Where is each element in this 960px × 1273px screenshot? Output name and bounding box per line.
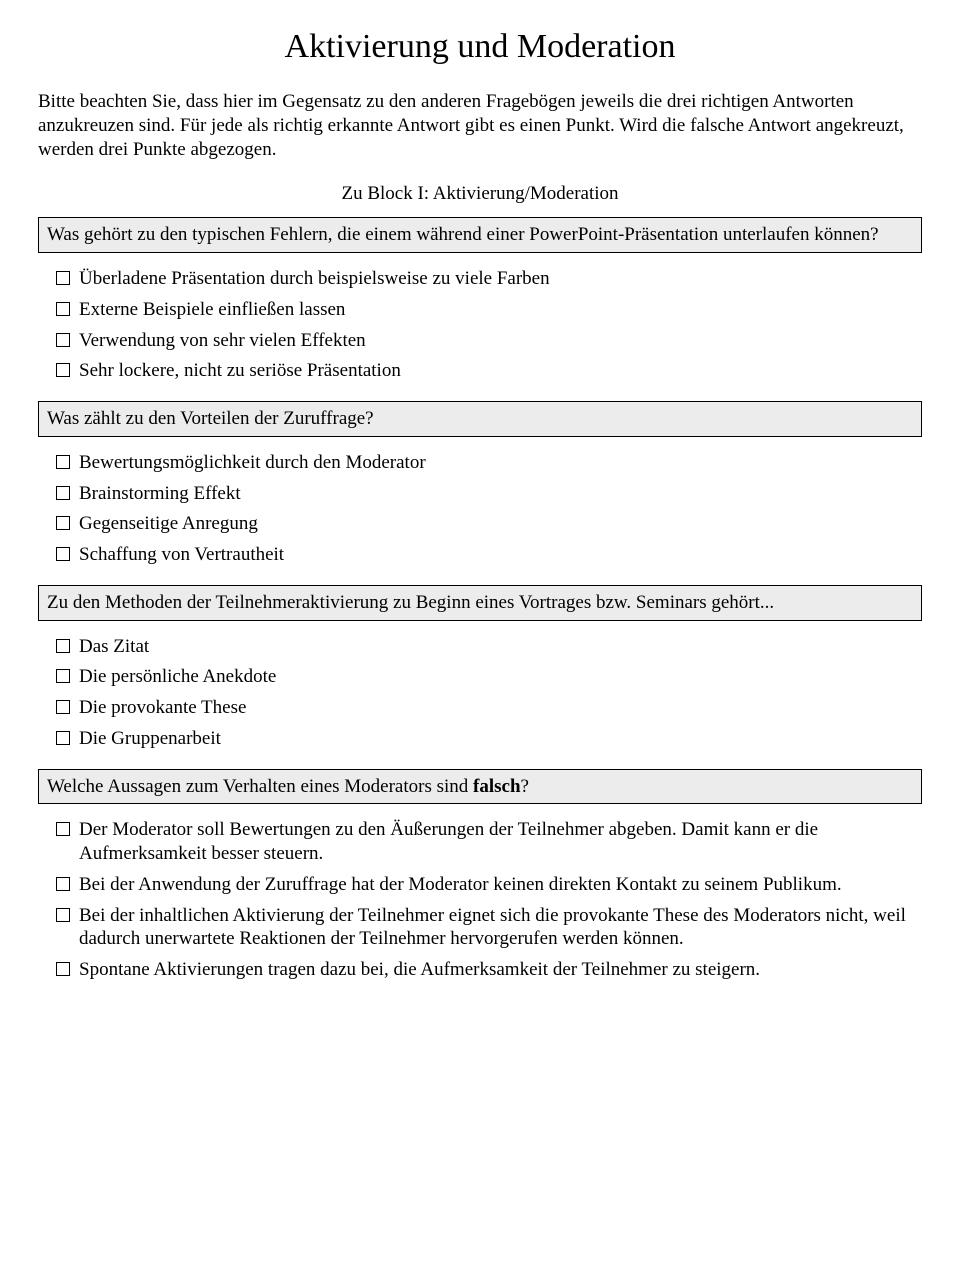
intro-paragraph: Bitte beachten Sie, dass hier im Gegensa… bbox=[38, 90, 922, 161]
checkbox-icon[interactable] bbox=[56, 547, 70, 561]
option-label: Der Moderator soll Bewertungen zu den Äu… bbox=[79, 818, 922, 866]
checkbox-icon[interactable] bbox=[56, 486, 70, 500]
option-label: Bei der Anwendung der Zuruffrage hat der… bbox=[79, 873, 922, 897]
option-label: Spontane Aktivierungen tragen dazu bei, … bbox=[79, 958, 922, 982]
question-box: Was gehört zu den typischen Fehlern, die… bbox=[38, 217, 922, 253]
checkbox-icon[interactable] bbox=[56, 908, 70, 922]
option-item: Spontane Aktivierungen tragen dazu bei, … bbox=[56, 958, 922, 982]
option-item: Das Zitat bbox=[56, 635, 922, 659]
option-label: Bewertungsmöglichkeit durch den Moderato… bbox=[79, 451, 922, 475]
option-item: Sehr lockere, nicht zu seriöse Präsentat… bbox=[56, 359, 922, 383]
checkbox-icon[interactable] bbox=[56, 669, 70, 683]
option-label: Die Gruppenarbeit bbox=[79, 727, 922, 751]
option-item: Die Gruppenarbeit bbox=[56, 727, 922, 751]
options-list: Das Zitat Die persönliche Anekdote Die p… bbox=[38, 635, 922, 751]
prompt-post: ? bbox=[521, 776, 529, 797]
option-label: Die persönliche Anekdote bbox=[79, 665, 922, 689]
option-label: Die provokante These bbox=[79, 696, 922, 720]
option-item: Bei der Anwendung der Zuruffrage hat der… bbox=[56, 873, 922, 897]
checkbox-icon[interactable] bbox=[56, 516, 70, 530]
block-heading: Zu Block I: Aktivierung/Moderation bbox=[38, 183, 922, 205]
checkbox-icon[interactable] bbox=[56, 877, 70, 891]
option-item: Brainstorming Effekt bbox=[56, 482, 922, 506]
options-list: Der Moderator soll Bewertungen zu den Äu… bbox=[38, 818, 922, 982]
options-list: Bewertungsmöglichkeit durch den Moderato… bbox=[38, 451, 922, 567]
option-item: Externe Beispiele einfließen lassen bbox=[56, 298, 922, 322]
option-item: Gegenseitige Anregung bbox=[56, 512, 922, 536]
prompt-pre: Welche Aussagen zum Verhalten eines Mode… bbox=[47, 776, 473, 797]
checkbox-icon[interactable] bbox=[56, 455, 70, 469]
option-label: Bei der inhaltlichen Aktivierung der Tei… bbox=[79, 904, 922, 952]
option-item: Die persönliche Anekdote bbox=[56, 665, 922, 689]
checkbox-icon[interactable] bbox=[56, 302, 70, 316]
options-list: Überladene Präsentation durch beispielsw… bbox=[38, 267, 922, 383]
option-item: Verwendung von sehr vielen Effekten bbox=[56, 329, 922, 353]
option-item: Der Moderator soll Bewertungen zu den Äu… bbox=[56, 818, 922, 866]
option-item: Die provokante These bbox=[56, 696, 922, 720]
option-item: Überladene Präsentation durch beispielsw… bbox=[56, 267, 922, 291]
checkbox-icon[interactable] bbox=[56, 333, 70, 347]
question-box: Welche Aussagen zum Verhalten eines Mode… bbox=[38, 769, 922, 805]
option-label: Das Zitat bbox=[79, 635, 922, 659]
checkbox-icon[interactable] bbox=[56, 700, 70, 714]
question-box: Was zählt zu den Vorteilen der Zuruffrag… bbox=[38, 401, 922, 437]
prompt-bold: falsch bbox=[473, 776, 521, 797]
checkbox-icon[interactable] bbox=[56, 363, 70, 377]
checkbox-icon[interactable] bbox=[56, 731, 70, 745]
checkbox-icon[interactable] bbox=[56, 822, 70, 836]
option-label: Externe Beispiele einfließen lassen bbox=[79, 298, 922, 322]
option-label: Sehr lockere, nicht zu seriöse Präsentat… bbox=[79, 359, 922, 383]
checkbox-icon[interactable] bbox=[56, 962, 70, 976]
option-label: Verwendung von sehr vielen Effekten bbox=[79, 329, 922, 353]
checkbox-icon[interactable] bbox=[56, 639, 70, 653]
option-label: Gegenseitige Anregung bbox=[79, 512, 922, 536]
option-label: Brainstorming Effekt bbox=[79, 482, 922, 506]
question-box: Zu den Methoden der Teilnehmeraktivierun… bbox=[38, 585, 922, 621]
page-title: Aktivierung und Moderation bbox=[38, 28, 922, 66]
option-item: Bewertungsmöglichkeit durch den Moderato… bbox=[56, 451, 922, 475]
option-item: Bei der inhaltlichen Aktivierung der Tei… bbox=[56, 904, 922, 952]
checkbox-icon[interactable] bbox=[56, 271, 70, 285]
option-label: Überladene Präsentation durch beispielsw… bbox=[79, 267, 922, 291]
option-item: Schaffung von Vertrautheit bbox=[56, 543, 922, 567]
option-label: Schaffung von Vertrautheit bbox=[79, 543, 922, 567]
